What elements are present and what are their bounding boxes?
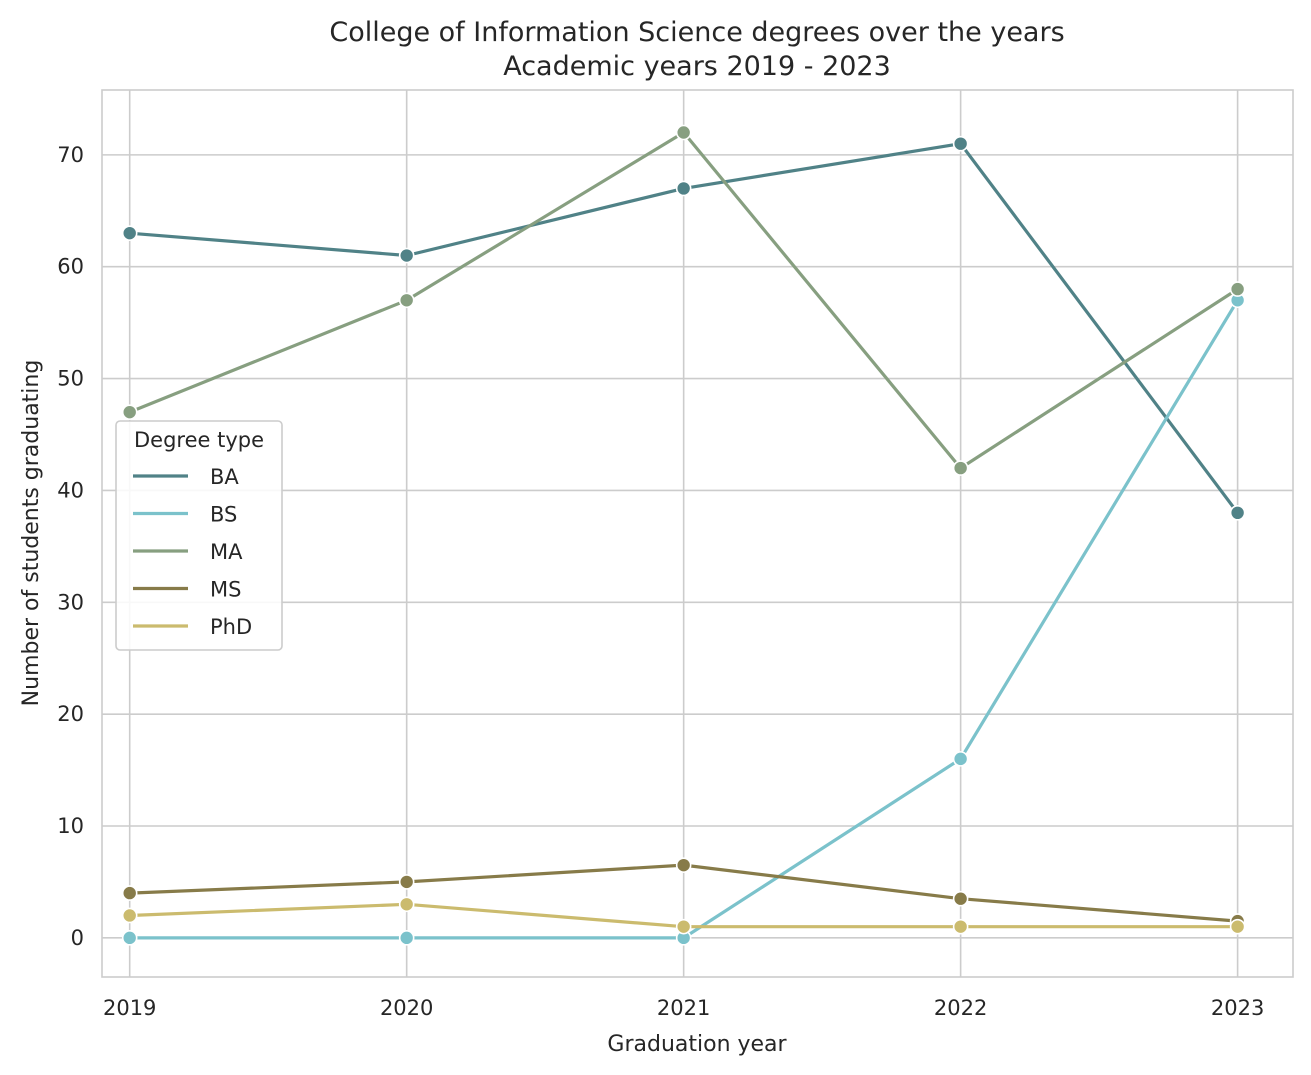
data-point-phd [121, 907, 138, 924]
data-point-ba [952, 135, 969, 152]
y-tick-label: 30 [57, 590, 84, 614]
data-point-ms [398, 874, 415, 890]
legend: Degree type BA BS MA MS PhD [115, 420, 283, 651]
legend-label: MA [210, 540, 243, 564]
series-ba [121, 135, 1246, 521]
data-point-phd [952, 918, 969, 935]
data-point-bs [952, 751, 969, 767]
data-point-ms [952, 890, 969, 907]
y-axis-label: Number of students graduating [19, 360, 44, 707]
legend-label: BS [210, 503, 237, 527]
y-axis-ticks: 0 10 20 30 40 50 60 70 [57, 143, 84, 950]
x-axis-ticks: 2019 2020 2021 2022 2023 [103, 996, 1264, 1020]
data-point-phd [675, 918, 692, 935]
data-point-ms [121, 885, 138, 901]
x-axis-label: Graduation year [607, 1032, 787, 1057]
legend-item-ms: MS [133, 578, 241, 602]
legend-item-bs: BS [133, 503, 237, 527]
data-point-ma [398, 292, 415, 309]
data-point-ma [121, 404, 138, 420]
data-point-ba [398, 247, 415, 264]
x-tick-label: 2023 [1211, 996, 1264, 1020]
data-point-bs [398, 930, 415, 946]
data-point-ma [952, 460, 969, 476]
legend-item-ma: MA [133, 540, 243, 564]
chart-title: College of Information Science degrees o… [329, 17, 1064, 48]
data-point-ba [121, 225, 138, 241]
series-phd [121, 896, 1246, 935]
legend-title: Degree type [134, 428, 264, 452]
legend-label: PhD [210, 615, 252, 639]
y-tick-label: 20 [57, 702, 84, 726]
legend-items: BA BS MA MS PhD [133, 465, 252, 639]
data-point-ba [675, 180, 692, 197]
legend-label: BA [210, 465, 239, 489]
y-tick-label: 70 [57, 143, 84, 167]
legend-item-ba: BA [133, 465, 239, 489]
legend-box [115, 420, 283, 651]
data-point-phd [1229, 918, 1246, 935]
data-point-ms [675, 857, 692, 873]
x-tick-label: 2021 [657, 996, 710, 1020]
y-tick-label: 10 [57, 814, 84, 838]
series-ma [121, 124, 1246, 476]
legend-item-phd: PhD [133, 615, 252, 639]
x-tick-label: 2019 [103, 996, 156, 1020]
y-tick-label: 0 [71, 926, 84, 950]
data-point-bs [121, 930, 138, 946]
series-layer [121, 124, 1246, 946]
data-point-ma [675, 124, 692, 141]
chart-subtitle: Academic years 2019 - 2023 [503, 51, 891, 82]
data-point-ma [1229, 281, 1246, 297]
series-bs [121, 292, 1246, 946]
x-tick-label: 2020 [380, 996, 433, 1020]
legend-label: MS [210, 578, 241, 602]
plot-area-frame [101, 89, 1294, 978]
data-point-ba [1229, 505, 1246, 521]
data-point-phd [398, 896, 415, 913]
y-tick-label: 40 [57, 478, 84, 502]
y-tick-label: 50 [57, 367, 84, 391]
x-tick-label: 2022 [934, 996, 987, 1020]
y-tick-label: 60 [57, 255, 84, 279]
